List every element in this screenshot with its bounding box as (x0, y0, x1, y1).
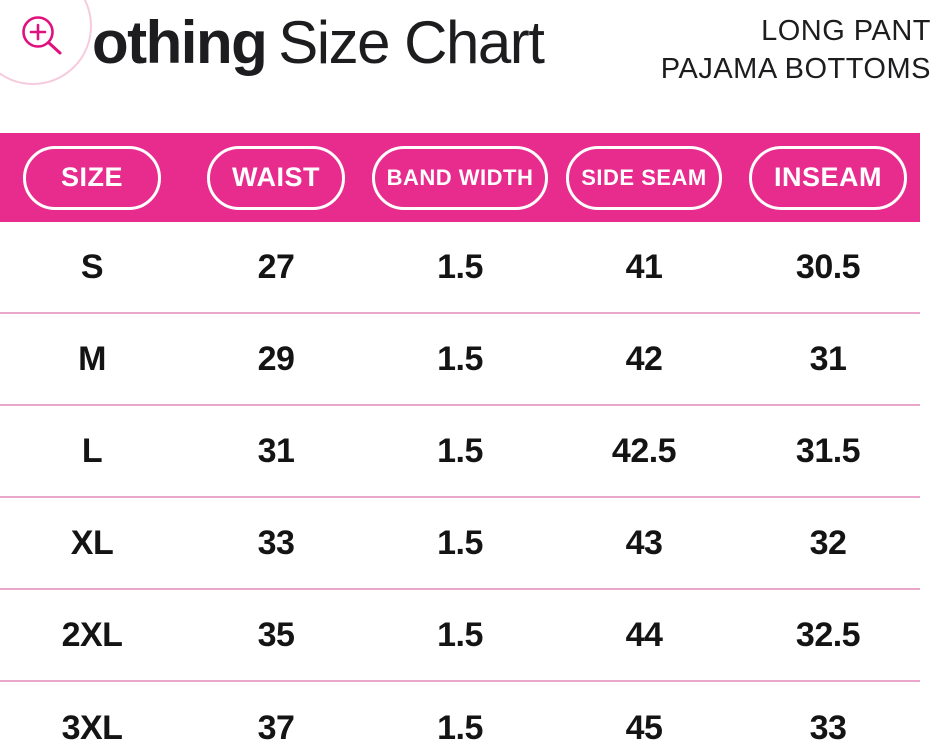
cell-sideseam: 44 (625, 615, 663, 654)
cell-inseam: 32 (809, 523, 847, 562)
cell-inseam: 33 (809, 708, 847, 747)
column-header-size: SIZE (23, 145, 161, 210)
cell-inseam: 32.5 (795, 615, 861, 654)
cell-bandwidth: 1.5 (437, 431, 483, 470)
cell-sideseam: 45 (625, 708, 663, 747)
cell-inseam: 30.5 (795, 247, 861, 286)
zoom-badge[interactable] (0, 0, 92, 85)
column-header-side-seam: SIDE SEAM (566, 145, 722, 210)
cell-bandwidth: 1.5 (437, 708, 483, 747)
cell-bandwidth: 1.5 (437, 523, 483, 562)
cell-sideseam: 41 (625, 247, 663, 286)
page-title-brand-part: othing (92, 9, 268, 76)
cell-inseam: 31 (809, 339, 847, 378)
cell-size: M (78, 339, 106, 378)
zoom-in-icon (22, 16, 62, 55)
cell-size: L (81, 431, 103, 470)
table-row: S 27 1.5 41 30.5 (0, 222, 920, 314)
table-row: L 31 1.5 42.5 31.5 (0, 406, 920, 498)
cell-size: S (80, 247, 104, 286)
cell-bandwidth: 1.5 (437, 339, 483, 378)
product-name-line1: LONG PANT (761, 15, 931, 47)
page-title-rest: Size Chart (278, 9, 545, 76)
column-header-waist: WAIST (207, 145, 345, 210)
cell-sideseam: 43 (625, 523, 663, 562)
cell-waist: 31 (257, 431, 295, 470)
cell-size: 3XL (61, 708, 123, 747)
cell-size: XL (70, 523, 114, 562)
table-header-band: SIZE WAIST BAND WIDTH SIDE SEAM INSEAM (0, 133, 920, 222)
page-title: othing Size Chart (92, 8, 545, 77)
table-row: 2XL 35 1.5 44 32.5 (0, 590, 920, 682)
table-row: 3XL 37 1.5 45 33 (0, 682, 920, 753)
table-row: M 29 1.5 42 31 (0, 314, 920, 406)
cell-waist: 27 (257, 247, 295, 286)
cell-sideseam: 42 (625, 339, 663, 378)
product-name: LONG PANT PAJAMA BOTTOMS (661, 12, 931, 88)
table-row: XL 33 1.5 43 32 (0, 498, 920, 590)
cell-sideseam: 42.5 (611, 431, 677, 470)
cell-waist: 29 (257, 339, 295, 378)
cell-waist: 33 (257, 523, 295, 562)
column-header-inseam: INSEAM (748, 145, 907, 210)
cell-bandwidth: 1.5 (437, 247, 483, 286)
cell-inseam: 31.5 (795, 431, 861, 470)
size-table: S 27 1.5 41 30.5 M 29 1.5 42 31 L 31 1.5… (0, 222, 920, 753)
header: othing Size Chart LONG PANT PAJAMA BOTTOM… (0, 0, 943, 133)
product-name-line2: PAJAMA BOTTOMS (660, 53, 931, 85)
cell-size: 2XL (61, 615, 123, 654)
cell-waist: 37 (257, 708, 295, 747)
column-header-band-width: BAND WIDTH (371, 145, 549, 210)
cell-waist: 35 (257, 615, 295, 654)
cell-bandwidth: 1.5 (437, 615, 483, 654)
